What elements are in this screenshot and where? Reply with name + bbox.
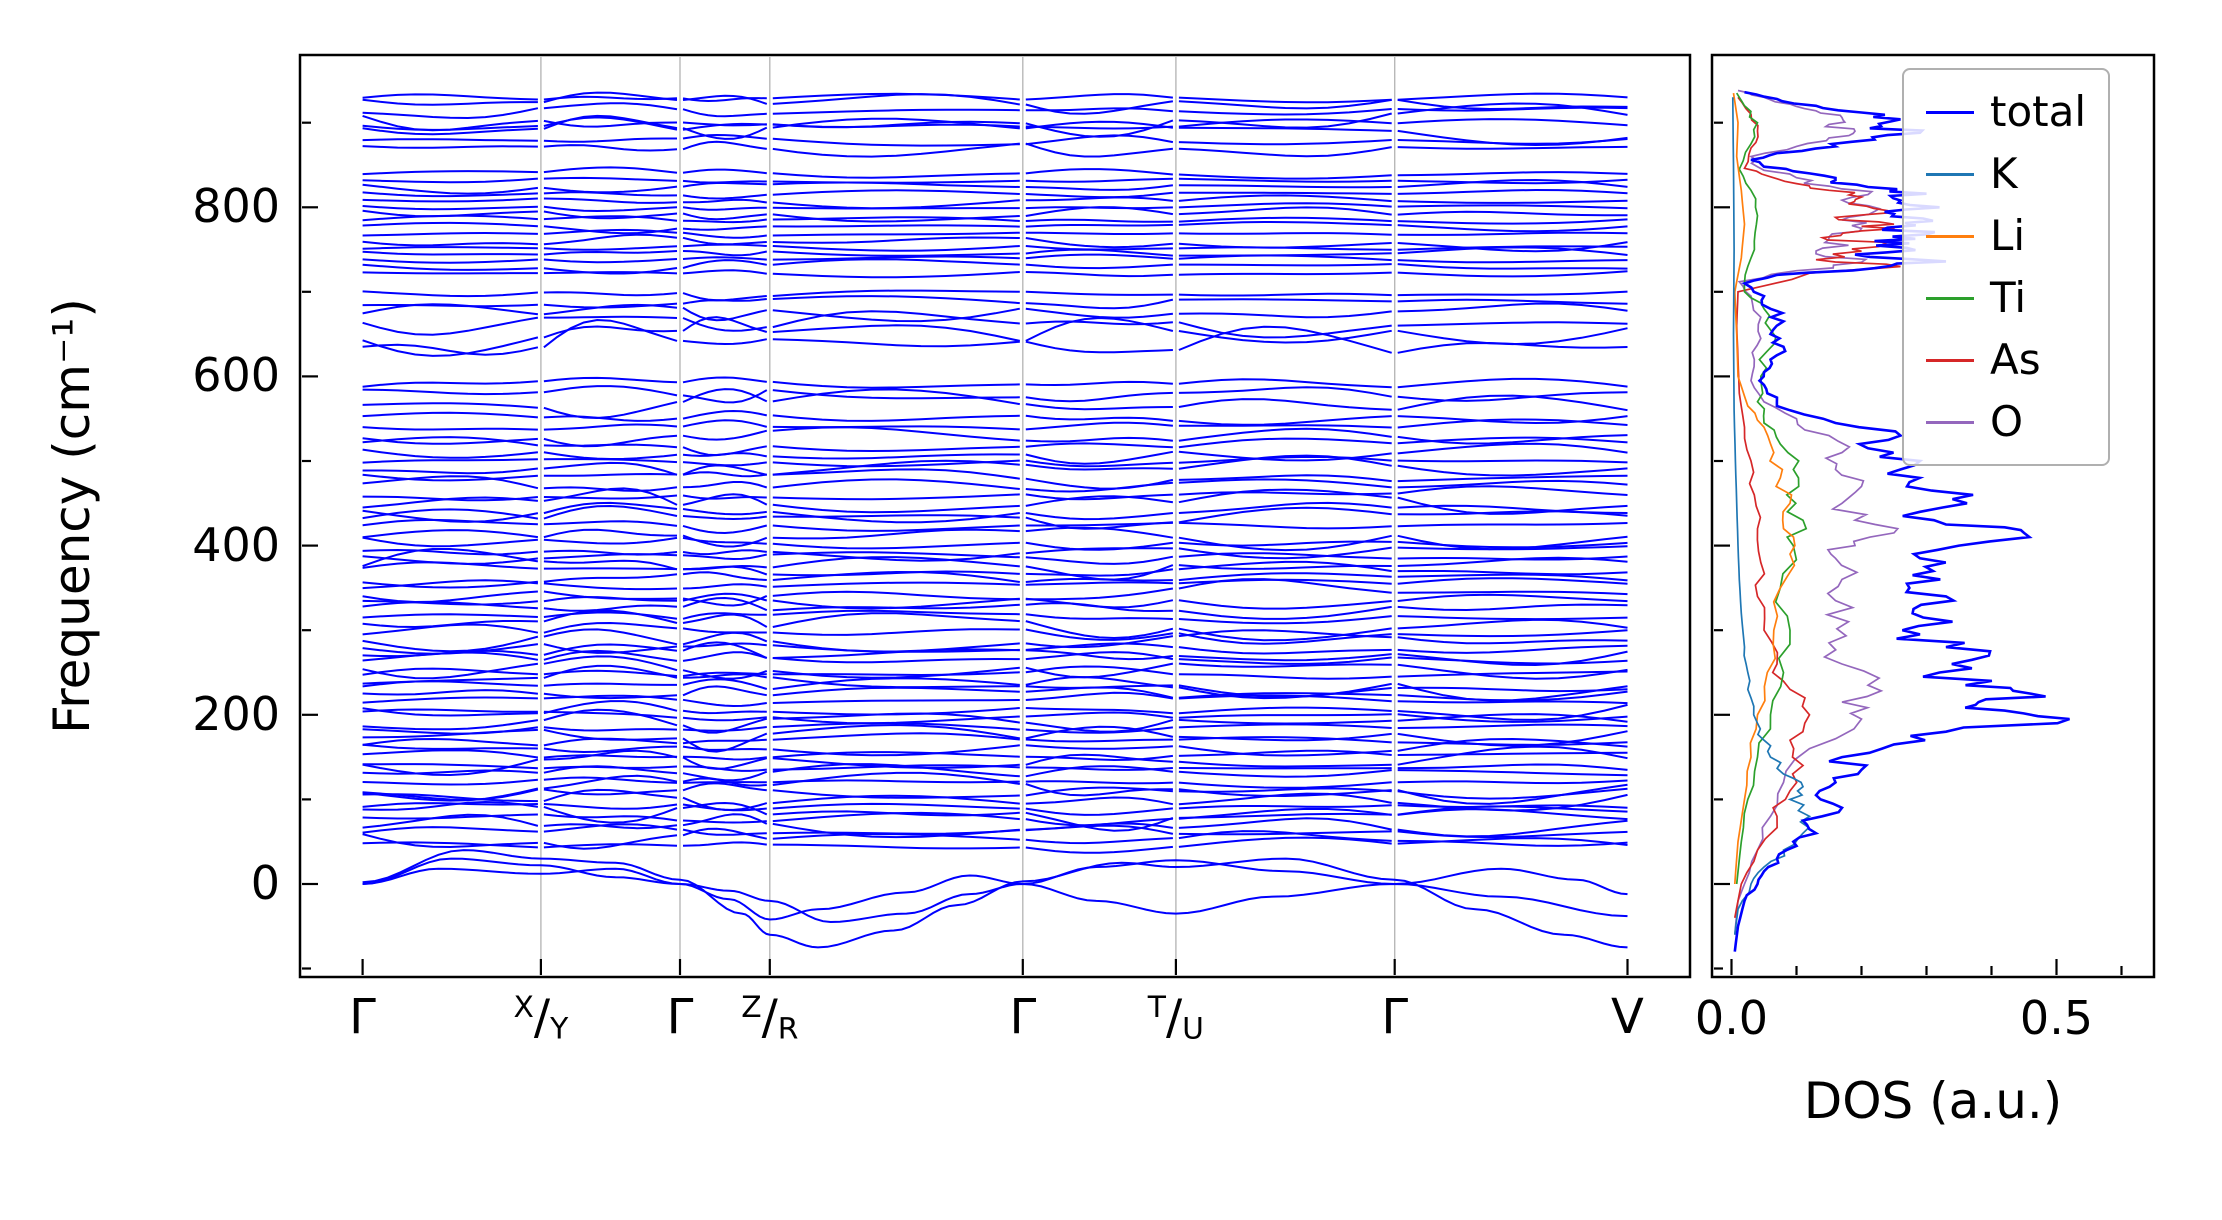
legend-line-ti — [1926, 296, 1974, 300]
legend-entry-k: K — [1926, 148, 2086, 200]
legend-entry-as: As — [1926, 334, 2086, 386]
legend-line-li — [1926, 234, 1974, 238]
legend-line-o — [1926, 420, 1974, 424]
legend-line-as — [1926, 358, 1974, 362]
legend-entry-li: Li — [1926, 210, 2086, 262]
legend-line-total — [1926, 110, 1974, 114]
dos-series-total — [1733, 90, 2070, 952]
dos-curves — [1731, 89, 2070, 952]
phonon-band-lines — [362, 91, 1628, 949]
kpoint-boundary-lines — [540, 57, 1396, 975]
legend-label-o: O — [1990, 397, 2024, 446]
dos-series-Li — [1732, 92, 1796, 885]
legend-label-as: As — [1990, 335, 2041, 384]
legend-label-ti: Ti — [1990, 273, 2027, 322]
dos-series-O — [1733, 89, 1900, 935]
legend-entry-o: O — [1926, 396, 2086, 448]
legend-entry-ti: Ti — [1926, 272, 2086, 324]
tick-marks — [302, 121, 2123, 975]
y-axis-label: Frequency (cm⁻¹) — [43, 298, 101, 734]
dos-panel-border — [1710, 53, 2156, 979]
dos-series-K — [1731, 97, 1812, 935]
legend-label-k: K — [1990, 149, 2018, 198]
legend-label-total: total — [1990, 87, 2087, 136]
dos-x-axis-label: DOS (a.u.) — [1803, 1072, 2063, 1130]
dos-series-Ti — [1735, 92, 1808, 885]
legend-line-k — [1926, 172, 1974, 176]
band-panel-border — [298, 53, 1692, 979]
legend: total K Li Ti As O — [1902, 68, 2111, 466]
legend-label-li: Li — [1990, 211, 2026, 260]
legend-entry-total: total — [1926, 86, 2086, 138]
dos-series-As — [1733, 96, 1901, 918]
